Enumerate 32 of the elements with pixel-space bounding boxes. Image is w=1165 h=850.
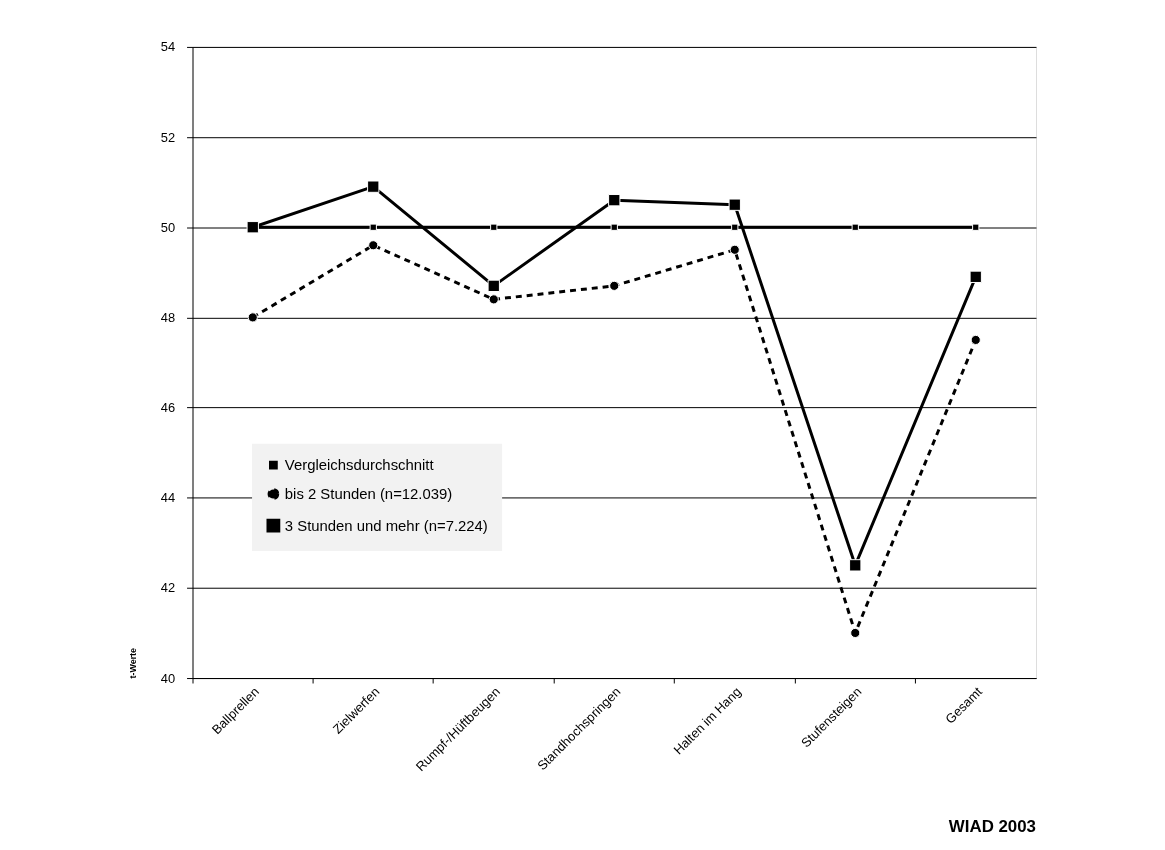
point — [969, 270, 982, 283]
point — [367, 180, 380, 193]
y-tick-label: 40 — [160, 670, 176, 686]
point — [728, 198, 741, 211]
point — [850, 627, 861, 639]
y-tick-label: 52 — [160, 129, 176, 145]
text: WIAD 2003 — [948, 816, 1036, 836]
y-tick-label: 48 — [160, 309, 176, 325]
point — [488, 294, 499, 305]
point — [487, 279, 500, 292]
y-tick-label: 54 — [160, 39, 176, 55]
y-axis-title: t-Werte — [128, 647, 139, 679]
point — [731, 223, 739, 231]
point — [608, 194, 621, 207]
point — [972, 223, 980, 231]
legend-label: Vergleichsdurchschnitt — [284, 457, 435, 474]
point — [609, 280, 620, 291]
y-tick-label: 44 — [160, 490, 176, 506]
y-tick-label: 50 — [160, 219, 176, 235]
point — [851, 223, 859, 231]
point — [490, 223, 498, 231]
point — [849, 559, 862, 572]
point — [369, 223, 377, 231]
y-tick-label: 42 — [160, 580, 176, 596]
point — [970, 334, 981, 345]
point — [729, 244, 740, 255]
point — [610, 223, 618, 231]
legend-label: 3 Stunden und mehr (n=7.224) — [284, 517, 488, 534]
point — [368, 240, 379, 251]
point — [247, 312, 258, 323]
y-tick-label: 46 — [160, 400, 176, 416]
legend-label: bis 2 Stunden (n=12.039) — [284, 485, 453, 502]
